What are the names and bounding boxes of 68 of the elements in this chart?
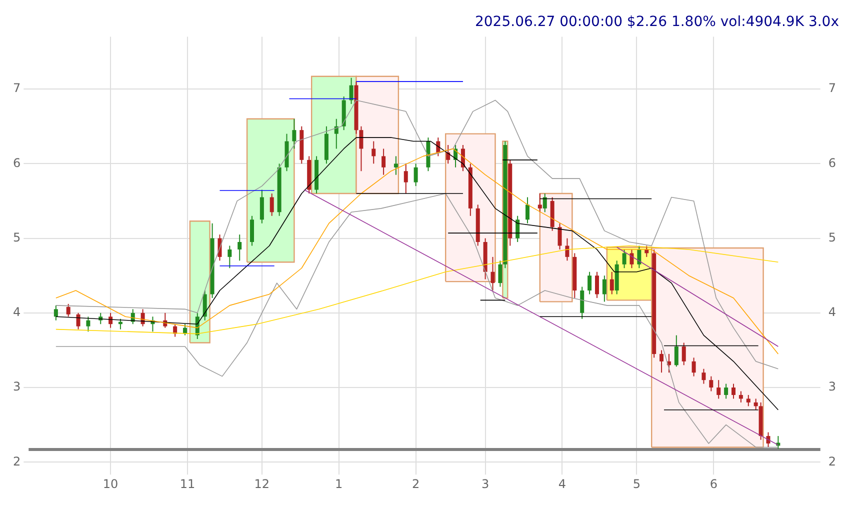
candlestick (526, 196, 530, 224)
x-tick-label: 2 (412, 476, 420, 491)
candlestick (250, 215, 254, 246)
candlestick (382, 148, 386, 176)
x-tick-label: 5 (632, 476, 641, 491)
candlestick (202, 290, 207, 321)
candlestick (692, 357, 696, 377)
candlestick (565, 238, 570, 262)
candlestick (394, 156, 398, 176)
candlestick (54, 304, 58, 321)
candlestick (349, 77, 354, 104)
candlestick (716, 380, 721, 400)
candlestick (228, 245, 232, 269)
candlestick (660, 350, 664, 374)
candlestick (498, 260, 502, 288)
x-tick-label: 12 (254, 476, 270, 491)
y-tick-label: 2 (12, 454, 21, 468)
y2-tick-label: 6 (828, 156, 836, 170)
candlestick (724, 383, 728, 400)
chart-title: 2025.06.27 00:00:00 $2.26 1.80% vol:4904.9K 3.0x (474, 14, 839, 30)
x-tick-label: 6 (710, 476, 718, 491)
candlestick (630, 248, 634, 269)
candlestick (86, 316, 90, 332)
candlestick (622, 248, 626, 269)
candlestick (709, 376, 714, 392)
candlestick (490, 256, 495, 292)
candlestick (702, 368, 706, 384)
candlestick (637, 245, 642, 269)
candlestick (738, 390, 743, 403)
y-tick-label: 7 (12, 81, 21, 96)
candlestick (404, 163, 408, 194)
candlestick (372, 140, 376, 164)
candlestick (732, 383, 736, 400)
x-tick-label: 4 (558, 476, 566, 491)
x-tick-label: 11 (180, 476, 196, 491)
candlestick (754, 398, 758, 410)
candlestick (66, 303, 70, 318)
candlestick (580, 286, 584, 320)
candlestick (542, 193, 547, 213)
x-tick-label: 1 (335, 476, 343, 491)
y-tick-label: 4 (12, 305, 21, 320)
candlestick (610, 271, 614, 295)
y2-tick-label: 4 (828, 305, 836, 320)
candlestick (238, 234, 242, 262)
y2-tick-label: 2 (828, 454, 836, 468)
candlestick (414, 163, 418, 187)
candlestick (588, 271, 592, 295)
candlestick (746, 394, 750, 407)
candlestick (270, 193, 274, 216)
y-tick-label: 5 (12, 230, 21, 244)
y2-tick-label: 7 (828, 81, 836, 96)
candlestick (558, 222, 562, 250)
x-tick-label: 10 (102, 476, 118, 491)
candlestick (76, 312, 80, 330)
candlestick (682, 342, 686, 366)
x-tick-label: 3 (481, 476, 490, 491)
y-tick-label: 3 (12, 380, 21, 394)
candlestick (446, 144, 450, 164)
candlestick (260, 189, 264, 224)
candlestick (292, 118, 296, 150)
candlestick (602, 275, 606, 302)
y2-tick-label: 5 (828, 230, 836, 244)
candlestick (674, 334, 678, 368)
y-tick-label: 6 (12, 156, 21, 170)
y2-tick-label: 3 (828, 380, 836, 394)
candlestick (538, 193, 542, 213)
candlestick (594, 271, 599, 298)
candlestick (359, 126, 364, 172)
